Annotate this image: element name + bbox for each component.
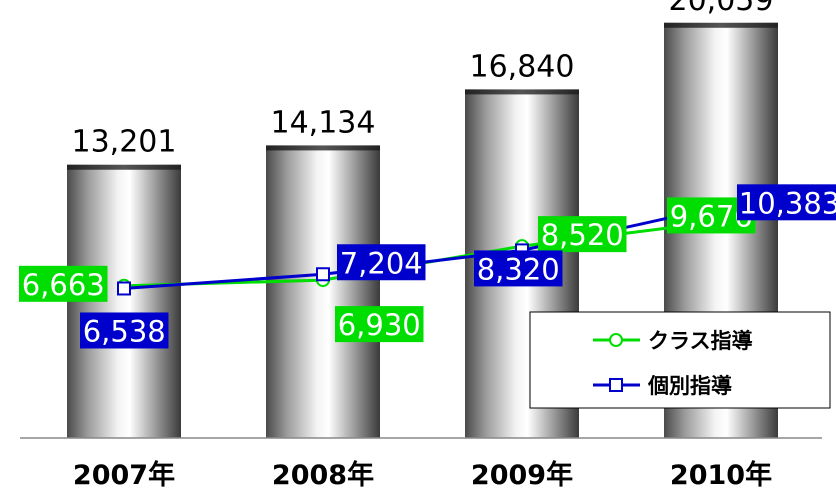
data-label-box (538, 216, 627, 253)
series-marker-1 (316, 267, 330, 282)
data-label-box (80, 312, 169, 349)
series-marker-1 (117, 281, 131, 296)
legend-marker-individual (609, 378, 623, 392)
bar-total-label: 20,059 (669, 0, 774, 18)
legend: クラス指導 個別指導 (529, 311, 831, 409)
data-label-1: 8,320 (474, 250, 563, 287)
data-label-text: 8,320 (477, 252, 560, 286)
legend-label-class: クラス指導 (648, 329, 753, 353)
category-label: 2007年 (73, 459, 175, 491)
data-label-1: 6,538 (80, 312, 169, 349)
bar-body (266, 145, 380, 438)
bar-total-label: 13,201 (72, 125, 177, 160)
data-label-text: 6,538 (83, 314, 166, 348)
category-label: 2008年 (272, 459, 374, 491)
legend-box (529, 311, 831, 409)
bar-top (664, 22, 778, 28)
bar-total-label: 16,840 (470, 49, 575, 84)
legend-label-individual: 個別指導 (647, 374, 732, 398)
bar-top (67, 164, 181, 170)
bar-top (266, 145, 380, 151)
data-label-text: 8,520 (541, 218, 624, 252)
data-label-1: 7,204 (337, 244, 426, 281)
bar-2008年: 14,134 (266, 105, 380, 438)
data-label-text: 7,204 (340, 246, 423, 280)
data-label-text: 6,930 (338, 308, 421, 342)
data-label-box (737, 184, 836, 221)
data-label-0: 6,930 (335, 306, 424, 343)
data-label-box (474, 250, 563, 287)
data-label-box (19, 265, 108, 302)
category-label: 2010年 (670, 459, 772, 491)
data-label-text: 10,383 (739, 186, 836, 220)
bar-total-label: 14,134 (271, 105, 376, 140)
bar-top (465, 89, 579, 95)
data-label-0: 6,663 (19, 265, 108, 302)
data-label-0: 8,520 (538, 216, 627, 253)
data-label-1: 10,383 (737, 184, 836, 221)
data-label-box (335, 306, 424, 343)
category-labels: 2007年 2008年 2009年 2010年 (73, 459, 772, 491)
data-label-box (337, 244, 426, 281)
legend-marker-class (609, 333, 623, 347)
category-label: 2009年 (471, 459, 573, 491)
data-label-text: 6,663 (22, 268, 105, 302)
